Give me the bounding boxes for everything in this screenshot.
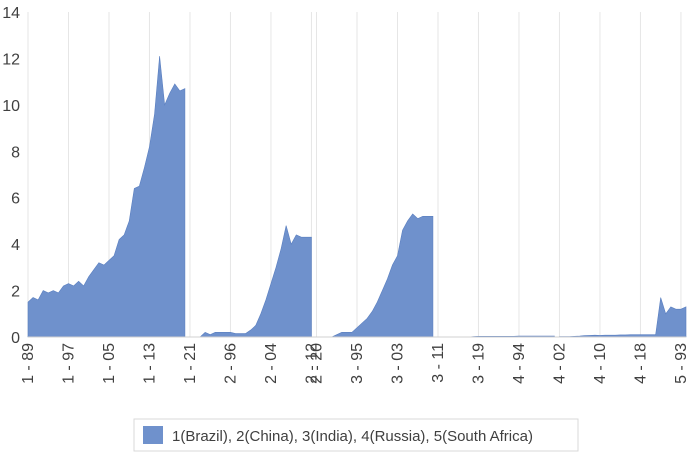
y-tick-label: 14 (2, 5, 20, 22)
area-segment (27, 56, 186, 338)
x-tick-label: 1 - 97 (60, 343, 77, 384)
x-tick-label: 1 - 89 (20, 343, 37, 384)
x-tick-label: 3 - 19 (470, 343, 487, 384)
y-tick-label: 12 (2, 51, 20, 68)
legend: 1(Brazil), 2(China), 3(India), 4(Russia)… (133, 418, 579, 452)
area-segment (316, 213, 434, 338)
x-tick-label: 3 - 11 (430, 343, 447, 383)
x-tick-label: 1 - 05 (101, 343, 118, 384)
x-tick-label: 2 - 96 (222, 343, 239, 384)
x-tick-label: 2 - 04 (263, 343, 280, 384)
x-tick-label: 5 - 93 (673, 343, 688, 384)
x-tick-label: 3 - 03 (389, 343, 406, 384)
x-tick-label: 1 - 21 (182, 343, 199, 384)
x-tick-label: 4 - 18 (632, 343, 649, 384)
x-tick-label: 2 - 20 (309, 343, 326, 384)
y-axis: 0 2 4 6 8 10 12 14 (2, 5, 20, 347)
area-segment (559, 297, 687, 338)
area-segment (189, 225, 312, 338)
y-tick-label: 6 (11, 191, 20, 208)
y-tick-label: 0 (11, 330, 20, 347)
x-tick-label: 4 - 94 (511, 343, 528, 384)
y-tick-label: 4 (11, 237, 20, 254)
legend-swatch (143, 426, 163, 444)
y-tick-label: 8 (11, 144, 20, 161)
x-tick-label: 4 - 02 (551, 343, 568, 384)
legend-label: 1(Brazil), 2(China), 3(India), 4(Russia)… (172, 428, 533, 445)
y-tick-label: 10 (2, 98, 20, 115)
x-tick-label: 1 - 13 (141, 343, 158, 384)
legend-border (133, 418, 579, 452)
x-axis: 1 - 89 1 - 97 1 - 05 1 - 13 1 - 21 2 - 96 2 - … (20, 343, 688, 384)
x-tick-label: 3 - 95 (349, 343, 366, 384)
gridlines (27, 12, 682, 337)
y-tick-label: 2 (11, 284, 20, 301)
x-tick-label: 4 - 10 (592, 343, 609, 384)
x-tick-label: 2 - 12 (303, 343, 320, 384)
